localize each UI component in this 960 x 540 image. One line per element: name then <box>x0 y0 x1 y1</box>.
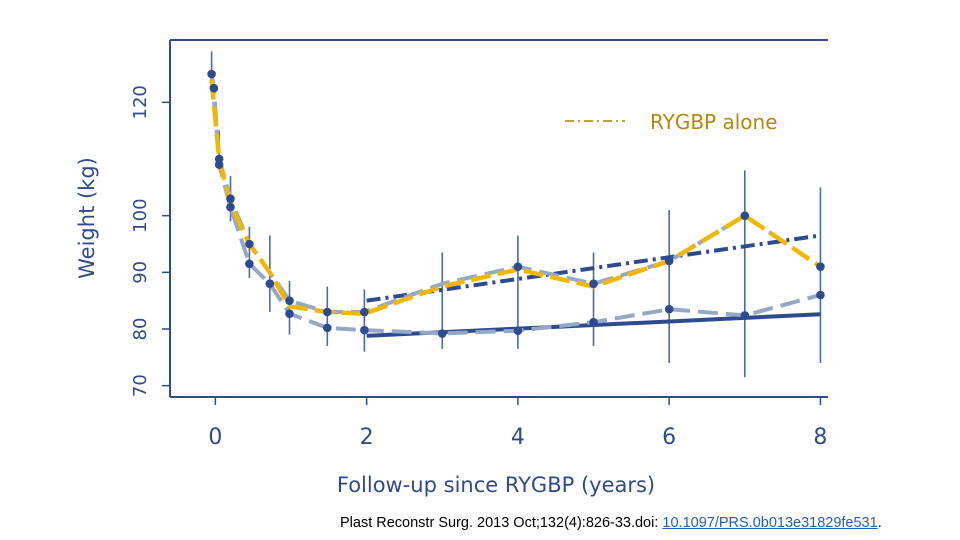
data-point <box>589 279 598 288</box>
tick-labels: 70 80 90 100 120 0 2 4 6 8 <box>130 85 827 450</box>
data-point <box>265 279 275 288</box>
data-point <box>285 309 294 319</box>
data-point <box>664 304 674 314</box>
axes <box>169 39 828 398</box>
data-point <box>323 307 332 317</box>
legend: RYGBP alone <box>565 110 778 134</box>
data-point <box>226 202 235 212</box>
data-point <box>323 323 332 333</box>
data-point <box>740 311 750 320</box>
data-points <box>207 69 825 338</box>
data-point <box>285 296 294 305</box>
data-point <box>816 290 825 300</box>
citation-text: Plast Reconstr Surg. 2013 Oct;132(4):826… <box>340 515 663 531</box>
x-tick-label: 0 <box>208 425 222 450</box>
data-point <box>513 326 523 336</box>
y-tick-label: 90 <box>130 261 151 284</box>
data-point <box>589 317 598 327</box>
citation: Plast Reconstr Surg. 2013 Oct;132(4):826… <box>340 515 882 531</box>
legend-label: RYGBP alone <box>650 110 778 134</box>
x-tick-label: 4 <box>511 425 525 450</box>
x-tick-label: 6 <box>662 425 676 450</box>
x-tick-label: 2 <box>360 425 374 450</box>
data-point <box>226 194 235 203</box>
citation-suffix: . <box>877 515 882 531</box>
data-point <box>360 325 369 335</box>
y-tick-label: 100 <box>130 198 151 232</box>
data-point <box>214 160 224 169</box>
data-point <box>360 307 369 317</box>
data-point <box>513 262 523 271</box>
y-axis-label: Weight (kg) <box>75 157 99 279</box>
data-point <box>816 262 825 271</box>
y-tick-label: 120 <box>130 85 151 119</box>
data-point <box>437 329 447 338</box>
data-point <box>245 239 254 249</box>
data-point <box>664 256 674 266</box>
data-point <box>245 259 254 269</box>
data-point <box>740 211 750 220</box>
doi-link[interactable]: 10.1097/PRS.0b013e31829fe531 <box>662 515 878 531</box>
x-tick-label: 8 <box>813 425 827 450</box>
data-point <box>207 69 216 79</box>
series-line-gold <box>209 79 822 316</box>
trend-line-dashdot <box>366 233 821 303</box>
x-axis-label: Follow-up since RYGBP (years) <box>337 473 655 497</box>
y-tick-label: 80 <box>130 318 151 341</box>
y-tick-label: 70 <box>130 374 151 397</box>
data-point <box>209 83 219 93</box>
